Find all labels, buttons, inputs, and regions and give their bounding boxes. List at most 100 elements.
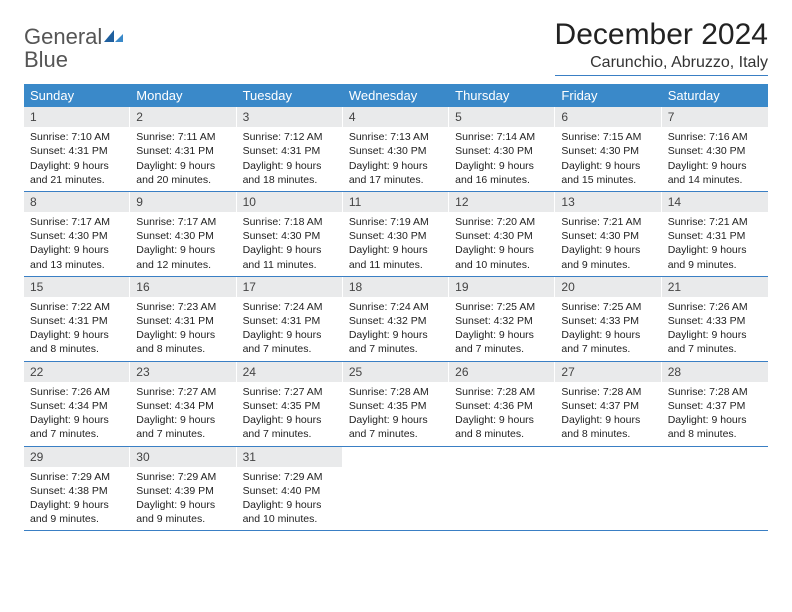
sunrise-line: Sunrise: 7:29 AM [30,470,124,484]
day-number: 14 [662,192,768,212]
sunrise-line: Sunrise: 7:17 AM [30,215,124,229]
day-cell: 15Sunrise: 7:22 AMSunset: 4:31 PMDayligh… [24,277,130,361]
daylight-line: Daylight: 9 hours and 7 minutes. [136,413,230,441]
day-content: Sunrise: 7:16 AMSunset: 4:30 PMDaylight:… [662,127,768,191]
sunrise-line: Sunrise: 7:28 AM [668,385,762,399]
sunrise-line: Sunrise: 7:10 AM [30,130,124,144]
day-content: Sunrise: 7:26 AMSunset: 4:34 PMDaylight:… [24,382,130,446]
sunset-line: Sunset: 4:37 PM [668,399,762,413]
day-content: Sunrise: 7:19 AMSunset: 4:30 PMDaylight:… [343,212,449,276]
day-number: 30 [130,447,236,467]
sunset-line: Sunset: 4:31 PM [30,144,124,158]
day-number: 1 [24,107,130,127]
day-content: Sunrise: 7:18 AMSunset: 4:30 PMDaylight:… [237,212,343,276]
day-number: 7 [662,107,768,127]
daylight-line: Daylight: 9 hours and 10 minutes. [455,243,549,271]
day-cell: 14Sunrise: 7:21 AMSunset: 4:31 PMDayligh… [662,192,768,276]
sunset-line: Sunset: 4:34 PM [30,399,124,413]
day-number: 28 [662,362,768,382]
sunrise-line: Sunrise: 7:15 AM [561,130,655,144]
sunrise-line: Sunrise: 7:21 AM [668,215,762,229]
daylight-line: Daylight: 9 hours and 20 minutes. [136,159,230,187]
day-content: Sunrise: 7:10 AMSunset: 4:31 PMDaylight:… [24,127,130,191]
day-number: 2 [130,107,236,127]
day-cell: 7Sunrise: 7:16 AMSunset: 4:30 PMDaylight… [662,107,768,191]
sunrise-line: Sunrise: 7:29 AM [136,470,230,484]
daylight-line: Daylight: 9 hours and 8 minutes. [561,413,655,441]
day-content: Sunrise: 7:20 AMSunset: 4:30 PMDaylight:… [449,212,555,276]
header: General Blue December 2024 Carunchio, Ab… [24,18,768,76]
daylight-line: Daylight: 9 hours and 16 minutes. [455,159,549,187]
sunrise-line: Sunrise: 7:28 AM [455,385,549,399]
day-content: Sunrise: 7:17 AMSunset: 4:30 PMDaylight:… [24,212,130,276]
daylight-line: Daylight: 9 hours and 14 minutes. [668,159,762,187]
day-cell: 29Sunrise: 7:29 AMSunset: 4:38 PMDayligh… [24,447,130,531]
sunset-line: Sunset: 4:32 PM [455,314,549,328]
sunrise-line: Sunrise: 7:12 AM [243,130,337,144]
day-cell: 21Sunrise: 7:26 AMSunset: 4:33 PMDayligh… [662,277,768,361]
location-label: Carunchio, Abruzzo, Italy [555,54,768,76]
day-number: 20 [555,277,661,297]
sunset-line: Sunset: 4:40 PM [243,484,337,498]
day-cell: 20Sunrise: 7:25 AMSunset: 4:33 PMDayligh… [555,277,661,361]
sunset-line: Sunset: 4:30 PM [455,144,549,158]
sunset-line: Sunset: 4:30 PM [243,229,337,243]
day-number: 15 [24,277,130,297]
empty-cell [449,447,555,531]
sunrise-line: Sunrise: 7:29 AM [243,470,337,484]
day-number: 27 [555,362,661,382]
daylight-line: Daylight: 9 hours and 8 minutes. [30,328,124,356]
sunset-line: Sunset: 4:33 PM [668,314,762,328]
sunset-line: Sunset: 4:32 PM [349,314,443,328]
daylight-line: Daylight: 9 hours and 8 minutes. [455,413,549,441]
daylight-line: Daylight: 9 hours and 18 minutes. [243,159,337,187]
day-cell: 19Sunrise: 7:25 AMSunset: 4:32 PMDayligh… [449,277,555,361]
sunset-line: Sunset: 4:34 PM [136,399,230,413]
sunset-line: Sunset: 4:31 PM [136,314,230,328]
sunset-line: Sunset: 4:30 PM [668,144,762,158]
day-cell: 2Sunrise: 7:11 AMSunset: 4:31 PMDaylight… [130,107,236,191]
day-number: 21 [662,277,768,297]
day-cell: 11Sunrise: 7:19 AMSunset: 4:30 PMDayligh… [343,192,449,276]
sunset-line: Sunset: 4:37 PM [561,399,655,413]
day-number: 16 [130,277,236,297]
sunrise-line: Sunrise: 7:28 AM [349,385,443,399]
day-content: Sunrise: 7:13 AMSunset: 4:30 PMDaylight:… [343,127,449,191]
day-content: Sunrise: 7:24 AMSunset: 4:31 PMDaylight:… [237,297,343,361]
day-number: 31 [237,447,343,467]
day-cell: 17Sunrise: 7:24 AMSunset: 4:31 PMDayligh… [237,277,343,361]
daylight-line: Daylight: 9 hours and 9 minutes. [668,243,762,271]
day-cell: 30Sunrise: 7:29 AMSunset: 4:39 PMDayligh… [130,447,236,531]
daylight-line: Daylight: 9 hours and 13 minutes. [30,243,124,271]
sunset-line: Sunset: 4:36 PM [455,399,549,413]
sunset-line: Sunset: 4:30 PM [561,229,655,243]
sunrise-line: Sunrise: 7:18 AM [243,215,337,229]
sunrise-line: Sunrise: 7:27 AM [136,385,230,399]
sunset-line: Sunset: 4:31 PM [136,144,230,158]
day-number: 8 [24,192,130,212]
sunrise-line: Sunrise: 7:20 AM [455,215,549,229]
week-row: 1Sunrise: 7:10 AMSunset: 4:31 PMDaylight… [24,107,768,192]
day-cell: 12Sunrise: 7:20 AMSunset: 4:30 PMDayligh… [449,192,555,276]
day-cell: 5Sunrise: 7:14 AMSunset: 4:30 PMDaylight… [449,107,555,191]
calendar-body: 1Sunrise: 7:10 AMSunset: 4:31 PMDaylight… [24,107,768,531]
weekday-header: Sunday [24,84,130,107]
day-number: 11 [343,192,449,212]
daylight-line: Daylight: 9 hours and 7 minutes. [668,328,762,356]
weekday-header: Friday [555,84,661,107]
day-cell: 31Sunrise: 7:29 AMSunset: 4:40 PMDayligh… [237,447,343,531]
sunrise-line: Sunrise: 7:25 AM [561,300,655,314]
sunset-line: Sunset: 4:31 PM [30,314,124,328]
weekday-header-row: SundayMondayTuesdayWednesdayThursdayFrid… [24,84,768,107]
day-number: 4 [343,107,449,127]
sunset-line: Sunset: 4:39 PM [136,484,230,498]
sunset-line: Sunset: 4:35 PM [349,399,443,413]
day-cell: 4Sunrise: 7:13 AMSunset: 4:30 PMDaylight… [343,107,449,191]
daylight-line: Daylight: 9 hours and 21 minutes. [30,159,124,187]
daylight-line: Daylight: 9 hours and 8 minutes. [136,328,230,356]
daylight-line: Daylight: 9 hours and 11 minutes. [243,243,337,271]
week-row: 8Sunrise: 7:17 AMSunset: 4:30 PMDaylight… [24,192,768,277]
day-content: Sunrise: 7:21 AMSunset: 4:30 PMDaylight:… [555,212,661,276]
sunset-line: Sunset: 4:30 PM [349,144,443,158]
daylight-line: Daylight: 9 hours and 17 minutes. [349,159,443,187]
